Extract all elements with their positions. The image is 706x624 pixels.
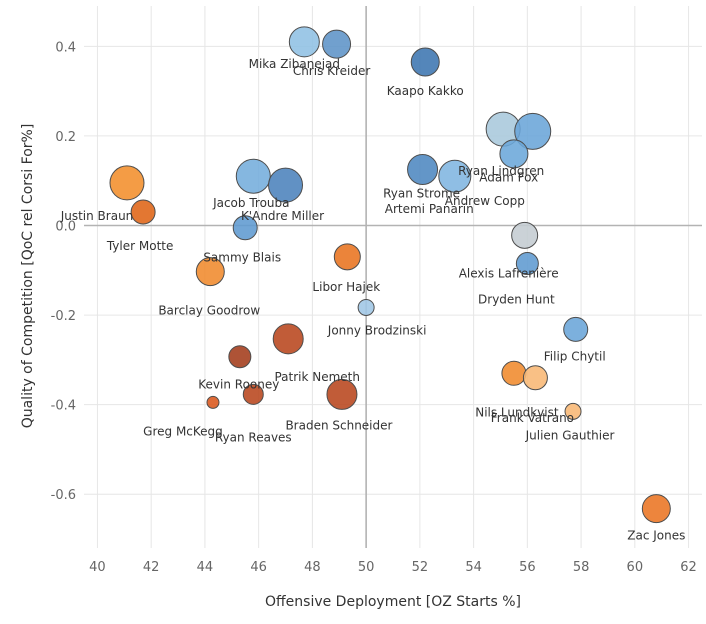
point-label: Dryden Hunt (478, 293, 555, 307)
x-tick-label: 42 (143, 560, 160, 575)
x-tick-label: 62 (680, 560, 697, 575)
point-label: Barclay Goodrow (158, 304, 260, 318)
point-label: Ryan Lindgren (458, 164, 544, 178)
bubble-point (130, 199, 156, 225)
bubble-point (322, 29, 352, 59)
point-label: Alexis Lafrenière (459, 266, 559, 280)
bubble-point (228, 345, 252, 369)
x-tick-label: 44 (197, 560, 214, 575)
bubble-point (272, 323, 304, 355)
y-tick-label: 0.0 (55, 219, 76, 234)
point-label: Adam Fox (479, 170, 538, 184)
point-label: K'Andre Miller (241, 209, 324, 223)
bubble-point (333, 243, 361, 271)
y-tick-label: -0.2 (51, 309, 76, 324)
bubble-point (235, 158, 271, 194)
x-tick-label: 54 (465, 560, 482, 575)
bubble-point (288, 26, 320, 58)
bubble-point (407, 153, 439, 185)
x-tick-label: 46 (250, 560, 267, 575)
point-label: Julien Gauthier (525, 428, 615, 442)
point-label: Ryan Reaves (215, 430, 292, 444)
data-points (109, 26, 671, 524)
point-label: Andrew Copp (445, 194, 525, 208)
point-label: Mika Zibanejad (249, 57, 340, 71)
bubble-point (501, 360, 527, 386)
y-tick-label: 0.2 (55, 130, 76, 145)
bubble-point (564, 402, 582, 420)
x-tick-label: 58 (573, 560, 590, 575)
x-tick-label: 50 (358, 560, 375, 575)
tick-labels: 40 42 44 46 48 50 52 54 56 58 60 62 0.4 0.2 0.0 -0.2 -0.… (51, 40, 697, 575)
bubble-point (515, 252, 539, 276)
bubble-point (511, 221, 539, 249)
y-tick-label: -0.4 (51, 399, 76, 414)
point-label: Frank Vatrano (491, 411, 574, 425)
x-axis-title: Offensive Deployment [OZ Starts %] (265, 594, 521, 610)
point-label: Jonny Brodzinski (327, 323, 427, 337)
point-label: Ryan Strome (383, 186, 460, 200)
point-label: Sammy Blais (203, 251, 281, 265)
point-label: Greg McKegg (143, 424, 223, 438)
bubble-point (499, 139, 529, 169)
point-label: Artemi Panarin (385, 202, 474, 216)
bubble-point (109, 165, 145, 201)
bubble-point (195, 257, 225, 287)
point-label: Chris Kreider (293, 64, 371, 78)
y-axis-title: Quality of Competition [QoC rel Corsi Fo… (20, 124, 36, 429)
point-label: Zac Jones (627, 529, 685, 543)
bubble-point (268, 167, 304, 203)
point-label: Filip Chytil (544, 349, 606, 363)
y-tick-label: 0.4 (55, 40, 76, 55)
x-tick-label: 40 (89, 560, 106, 575)
reference-lines (84, 6, 702, 548)
x-tick-label: 48 (304, 560, 321, 575)
point-label: Braden Schneider (285, 418, 392, 432)
point-label: Kaapo Kakko (387, 84, 464, 98)
point-label: Tyler Motte (106, 239, 174, 253)
point-label: Jacob Trouba (212, 196, 289, 210)
bubble-point (438, 159, 472, 193)
bubble-point (232, 215, 258, 241)
y-tick-label: -0.6 (51, 488, 76, 503)
bubble-point (357, 298, 375, 316)
x-tick-label: 60 (627, 560, 644, 575)
x-tick-label: 56 (519, 560, 536, 575)
bubble-point (563, 316, 589, 342)
x-tick-label: 52 (412, 560, 429, 575)
point-label: Patrik Nemeth (274, 370, 360, 384)
bubble-point (410, 47, 440, 77)
point-label: Libor Hajek (312, 280, 380, 294)
bubble-point (326, 378, 358, 410)
point-label: Nils Lundkvist (475, 405, 559, 419)
bubble-point (206, 395, 220, 409)
bubble-point (514, 112, 552, 150)
bubble-point (641, 494, 671, 524)
bubble-point (242, 383, 264, 405)
point-label: Justin Braun (60, 209, 134, 223)
bubble-point (522, 365, 548, 391)
point-label: Kevin Rooney (198, 378, 279, 392)
